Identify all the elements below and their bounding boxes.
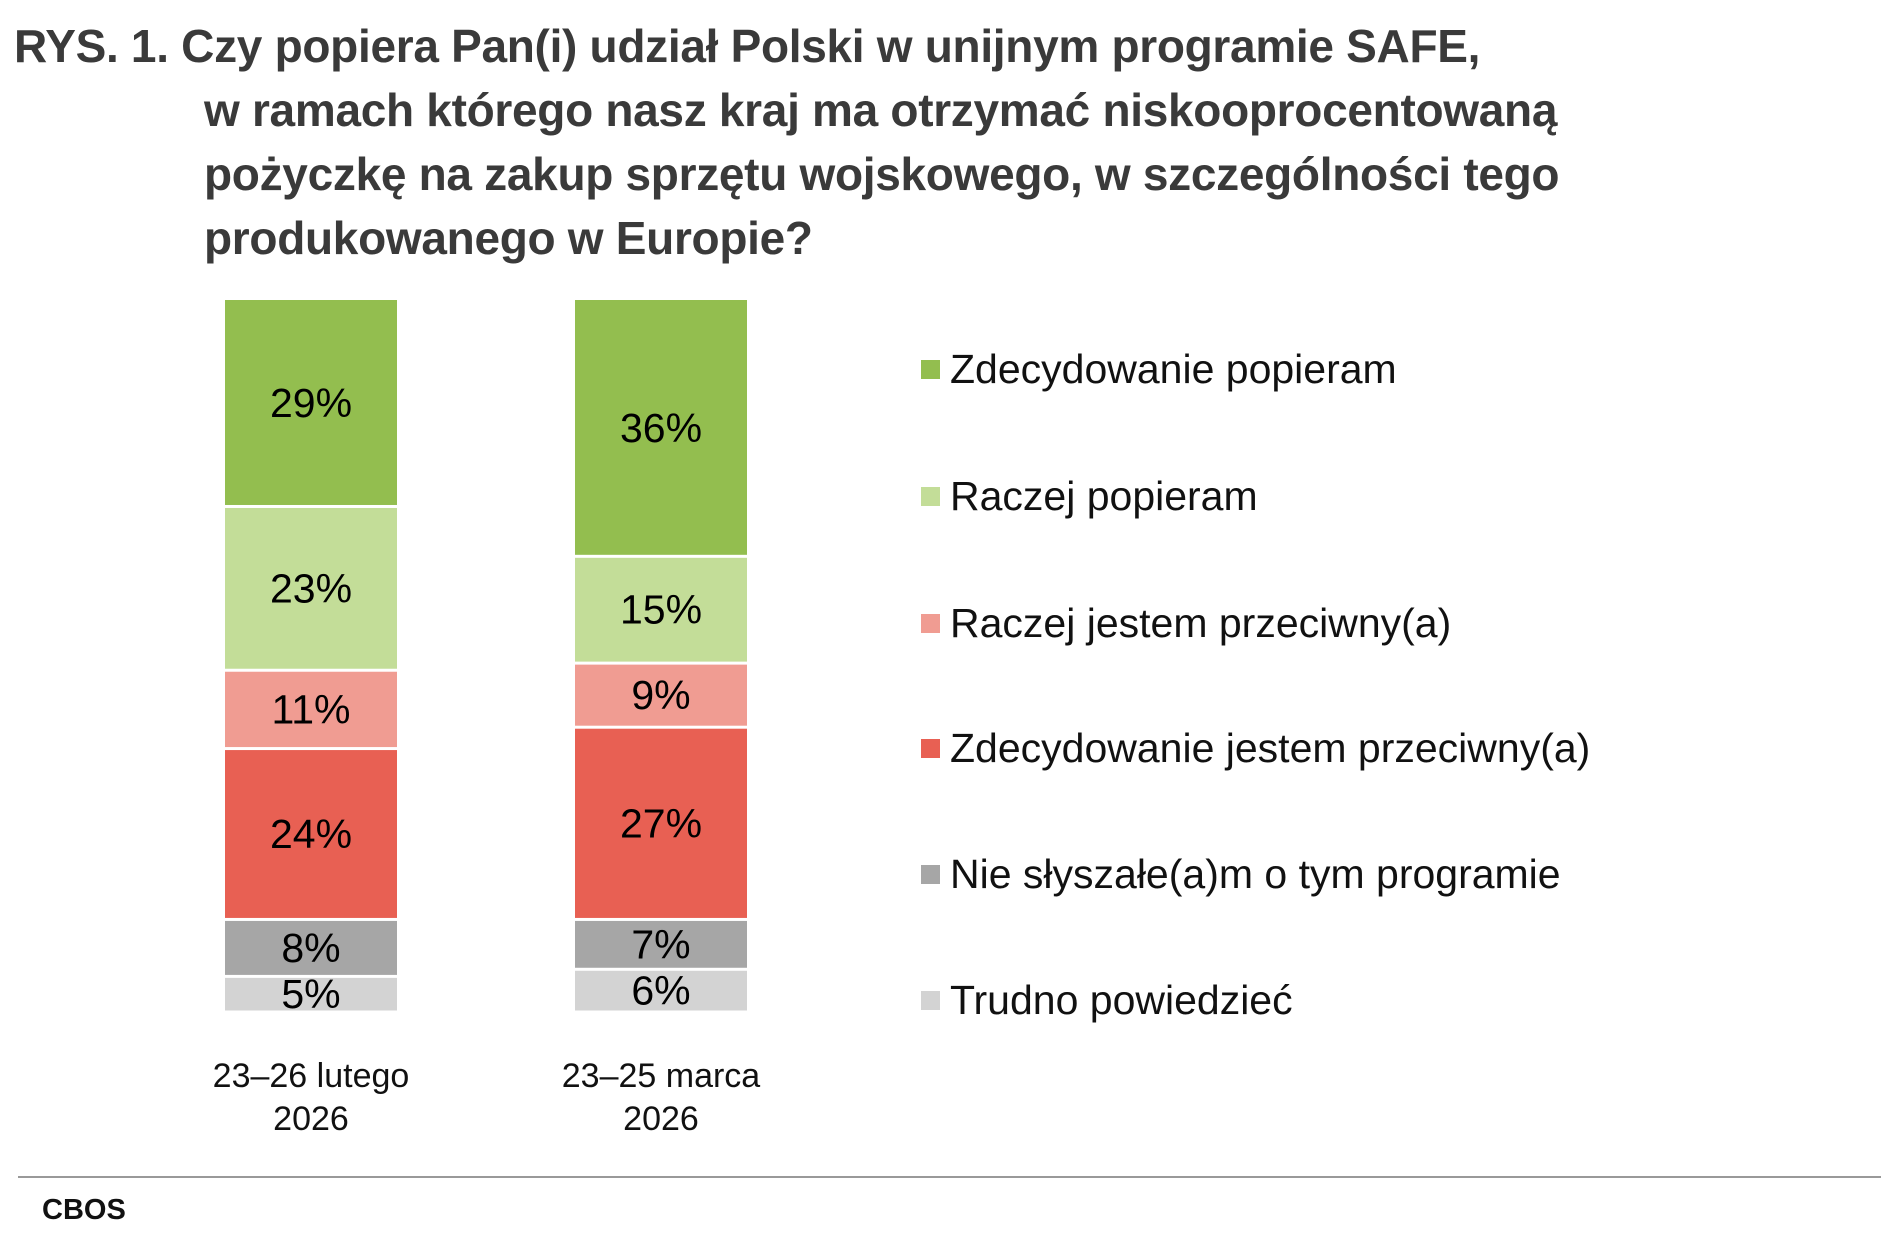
legend-item: Raczej jestem przeciwny(a) <box>921 600 1451 647</box>
data-label: 11% <box>271 686 350 732</box>
chart-title: RYS. 1. Czy popiera Pan(i) udział Polski… <box>14 14 1560 270</box>
bar-segment <box>225 300 397 505</box>
data-label: 5% <box>281 971 340 1017</box>
data-label: 27% <box>620 800 702 846</box>
bar-segment <box>575 557 747 662</box>
legend-swatch <box>921 991 940 1010</box>
legend-label: Zdecydowanie jestem przeciwny(a) <box>950 725 1591 771</box>
legend-label: Nie słyszałe(a)m o tym programie <box>950 851 1561 897</box>
bar-segment <box>225 671 397 748</box>
data-label: 24% <box>270 811 352 857</box>
source-label: CBOS <box>42 1194 126 1226</box>
data-label: 7% <box>631 921 690 967</box>
data-label: 6% <box>631 968 690 1014</box>
legend-swatch <box>921 739 940 758</box>
data-label: 29% <box>270 380 352 426</box>
legend-swatch <box>921 487 940 506</box>
bar-segment <box>575 920 747 968</box>
bar-segment <box>575 970 747 1011</box>
title-line: pożyczkę na zakup sprzętu wojskowego, w … <box>204 148 1560 200</box>
data-label: 15% <box>620 587 702 633</box>
bar-segment <box>575 728 747 918</box>
legend-swatch <box>921 865 940 884</box>
legend-label: Raczej popieram <box>950 473 1258 519</box>
x-tick-label: 23–25 marca 2026 <box>511 1055 811 1141</box>
divider <box>18 1176 1881 1178</box>
legend-label: Trudno powiedzieć <box>950 977 1293 1023</box>
x-tick-label: 23–26 lutego 2026 <box>161 1055 461 1141</box>
data-label: 8% <box>281 925 340 971</box>
legend-item: Raczej popieram <box>921 473 1258 520</box>
legend-item: Trudno powiedzieć <box>921 977 1293 1024</box>
x-tick-label-line: 2026 <box>273 1100 349 1138</box>
title-line: RYS. 1. Czy popiera Pan(i) udział Polski… <box>14 20 1481 72</box>
data-label: 23% <box>270 565 352 611</box>
x-tick-label-line: 23–26 lutego <box>212 1057 410 1095</box>
data-label: 9% <box>631 672 690 718</box>
title-line: w ramach którego nasz kraj ma otrzymać n… <box>204 84 1558 136</box>
legend-item: Nie słyszałe(a)m o tym programie <box>921 851 1561 898</box>
bar-segment <box>225 920 397 975</box>
bar-segment <box>575 300 747 555</box>
bar-segment <box>225 750 397 918</box>
x-tick-label-line: 23–25 marca <box>561 1057 761 1095</box>
legend-item: Zdecydowanie popieram <box>921 346 1397 393</box>
bar-segment <box>225 977 397 1011</box>
legend-label: Zdecydowanie popieram <box>950 346 1397 392</box>
bar-segment <box>225 507 397 669</box>
legend-swatch <box>921 614 940 633</box>
title-line: produkowanego w Europie? <box>204 212 813 264</box>
legend-swatch <box>921 360 940 379</box>
legend-label: Raczej jestem przeciwny(a) <box>950 600 1452 646</box>
data-label: 36% <box>620 405 702 451</box>
legend-item: Zdecydowanie jestem przeciwny(a) <box>921 725 1590 772</box>
x-tick-label-line: 2026 <box>623 1100 699 1138</box>
bar-segment <box>575 664 747 726</box>
